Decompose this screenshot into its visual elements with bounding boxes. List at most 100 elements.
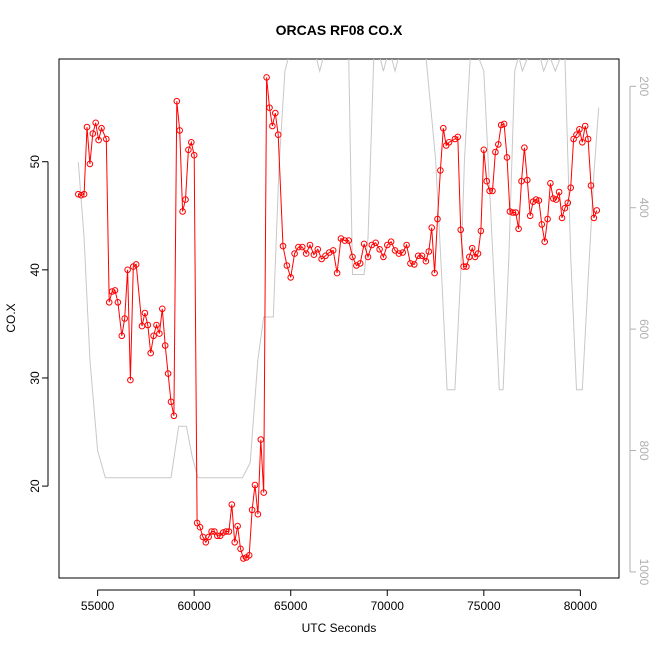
data-point	[380, 253, 387, 261]
data-point	[251, 481, 259, 489]
x-tick-label: 75000	[467, 599, 501, 613]
data-point	[407, 260, 414, 267]
data-point	[188, 139, 195, 146]
data-point	[231, 539, 238, 546]
data-point	[111, 287, 119, 294]
x-tick-label: 60000	[177, 599, 211, 613]
data-point	[428, 224, 436, 231]
data-point	[205, 533, 212, 541]
data-point	[422, 257, 430, 265]
data-point	[92, 119, 99, 127]
data-point	[306, 241, 314, 249]
data-point	[170, 412, 178, 420]
data-point	[535, 197, 543, 204]
data-point	[318, 255, 325, 263]
data-point	[593, 207, 601, 214]
data-point	[302, 250, 310, 257]
data-point	[538, 221, 546, 228]
data-point	[83, 123, 91, 131]
data-point	[190, 151, 198, 159]
data-point	[329, 247, 337, 254]
data-point	[457, 226, 465, 234]
data-point	[150, 332, 157, 340]
data-point	[509, 209, 517, 216]
y-tick-label: 40	[28, 263, 42, 277]
data-point	[483, 177, 491, 185]
series-layer	[75, 59, 601, 562]
data-point	[364, 253, 372, 261]
data-point	[314, 246, 322, 253]
data-point	[326, 249, 333, 256]
data-point	[431, 269, 438, 277]
data-point	[237, 545, 244, 553]
data-point	[468, 244, 476, 252]
x-axis-label: UTC Seconds	[302, 621, 377, 635]
data-point	[164, 370, 172, 377]
data-point	[480, 146, 488, 154]
data-point	[299, 243, 306, 251]
data-point	[118, 332, 126, 340]
data-point	[173, 97, 181, 105]
data-point	[279, 242, 287, 250]
data-point	[503, 154, 511, 161]
data-point	[266, 104, 273, 111]
y-axis-label: CO.X	[4, 303, 18, 332]
data-point	[161, 342, 169, 349]
data-point	[544, 215, 551, 223]
data-point	[272, 109, 279, 117]
data-point	[489, 187, 496, 195]
data-point	[153, 321, 160, 329]
data-point	[105, 299, 113, 306]
y2-tick-label: 200	[637, 76, 650, 96]
data-point	[127, 376, 134, 384]
data-point	[587, 182, 595, 189]
y2-tick-label: 1000	[637, 559, 650, 586]
data-point	[391, 247, 399, 254]
data-point	[512, 209, 520, 216]
data-point	[564, 199, 572, 207]
y-tick-label: 20	[28, 479, 42, 493]
data-point	[550, 195, 557, 202]
data-point	[86, 160, 94, 168]
data-point	[260, 489, 268, 496]
data-point	[521, 144, 528, 151]
data-point	[558, 214, 566, 222]
data-point	[561, 204, 569, 212]
data-point	[121, 315, 128, 322]
data-point	[486, 187, 493, 195]
data-point	[576, 126, 583, 133]
data-point	[376, 246, 383, 253]
data-point	[124, 266, 131, 274]
data-point	[295, 243, 302, 251]
data-point	[437, 167, 444, 174]
data-point	[248, 506, 256, 514]
data-point	[567, 184, 575, 191]
data-point	[356, 260, 364, 267]
data-point	[532, 196, 540, 203]
data-point	[541, 238, 549, 245]
data-point	[579, 139, 586, 146]
data-point	[283, 262, 291, 269]
data-point	[552, 196, 560, 203]
data-point	[132, 261, 140, 268]
data-point	[77, 191, 85, 199]
data-point	[411, 261, 418, 268]
data-point	[590, 214, 598, 222]
data-point	[202, 539, 210, 546]
chart-title: ORCAS RF08 CO.X	[276, 22, 403, 38]
y-tick-label: 30	[28, 371, 42, 385]
data-point	[497, 121, 505, 129]
data-point	[387, 238, 395, 245]
data-point	[445, 139, 453, 146]
data-point	[515, 225, 522, 233]
series-line-right-axis	[77, 59, 600, 479]
data-point	[345, 237, 353, 244]
data-point	[372, 239, 380, 247]
data-point	[418, 252, 426, 260]
data-point	[214, 532, 221, 540]
data-point	[291, 250, 298, 257]
x-tick-label: 55000	[81, 599, 115, 613]
data-point	[337, 235, 345, 242]
data-point	[341, 237, 349, 244]
